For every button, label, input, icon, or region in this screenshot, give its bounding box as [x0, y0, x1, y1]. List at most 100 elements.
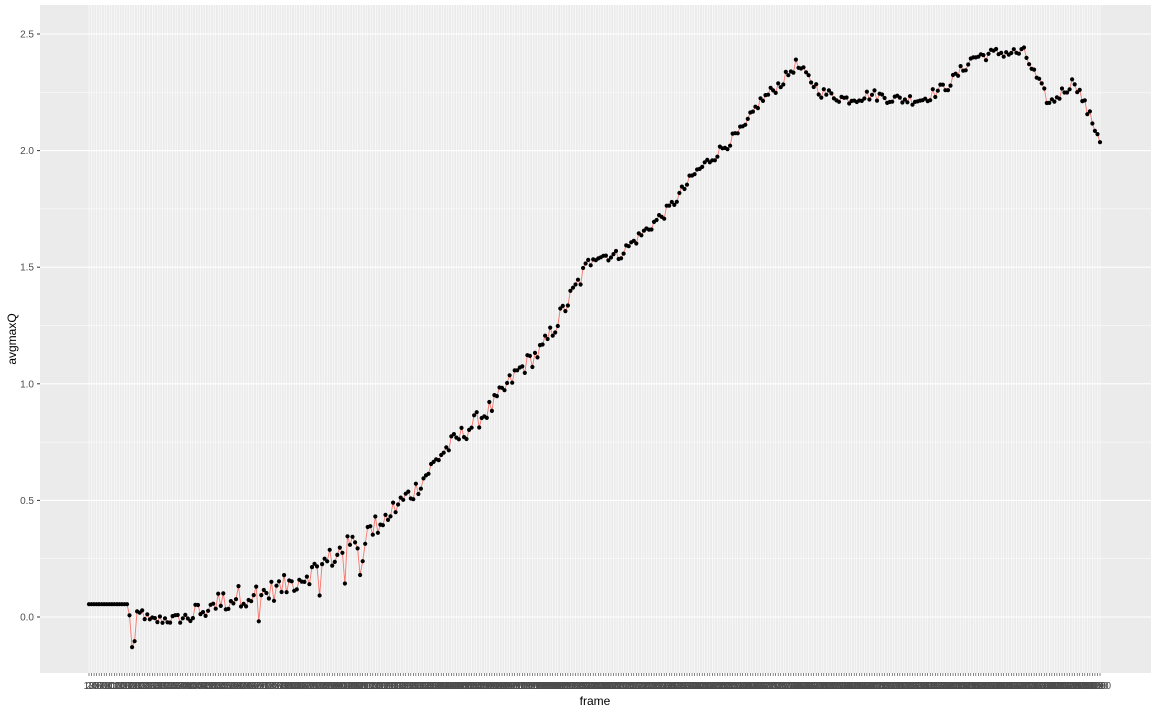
x-tick-label: 1920: [562, 681, 585, 692]
x-tick-label: 3280: [906, 681, 929, 692]
data-point: [867, 97, 872, 102]
x-tick-label: 2190: [630, 681, 653, 692]
data-point: [781, 82, 786, 87]
data-point: [380, 523, 385, 528]
data-point: [145, 612, 150, 617]
data-point: [216, 591, 221, 596]
data-point: [940, 82, 946, 87]
x-tick-label: 2590: [732, 681, 755, 692]
x-tick-label: 2730: [767, 681, 790, 692]
x-tick-label: 2370: [676, 681, 699, 692]
x-tick-label: 1170: [372, 681, 394, 692]
x-tick-label: 880: [301, 681, 318, 692]
data-point: [200, 610, 206, 615]
data-point: [613, 248, 619, 254]
x-tick-label: 1870: [549, 681, 572, 692]
data-point: [502, 388, 507, 393]
data-point: [190, 616, 195, 621]
data-point: [203, 613, 208, 619]
x-tick-label: 890: [304, 681, 321, 692]
x-tick-label: 2760: [775, 681, 798, 692]
x-axis-ticks: 1020304050607080901001101201301401501601…: [83, 673, 1112, 692]
data-point: [907, 94, 913, 99]
data-point: [986, 51, 991, 56]
data-point: [700, 164, 705, 169]
y-tick-label: 2.5: [20, 30, 34, 41]
x-tick-label: 3500: [962, 681, 985, 692]
x-tick-label: 2990: [833, 681, 856, 692]
x-tick-label: 1290: [402, 681, 425, 692]
x-tick-label: 1380: [425, 681, 448, 692]
x-tick-label: 1640: [491, 681, 514, 692]
x-tick-label: 20: [86, 681, 98, 692]
data-point: [563, 309, 568, 314]
data-point: [743, 122, 748, 127]
x-tick-label: 3340: [922, 681, 945, 692]
x-tick-label: 280: [149, 681, 166, 692]
x-tick-label: 1990: [580, 681, 603, 692]
data-point: [180, 616, 185, 621]
data-point: [527, 353, 533, 358]
x-tick-label: 2250: [645, 681, 668, 692]
data-point: [621, 251, 626, 256]
x-tick-label: 2290: [656, 681, 679, 692]
y-tick-label: 2.0: [20, 146, 34, 157]
x-tick-label: 3730: [1020, 681, 1043, 692]
data-point: [391, 500, 396, 505]
data-point: [396, 502, 401, 507]
data-point: [945, 88, 951, 93]
x-tick-label: 960: [321, 681, 338, 692]
data-point: [684, 182, 690, 187]
data-point: [928, 98, 933, 103]
data-point: [484, 415, 489, 420]
data-point: [874, 98, 880, 103]
x-tick-label: 1930: [564, 681, 587, 692]
x-tick-label: 2440: [694, 681, 717, 692]
x-tick-label: 1610: [483, 681, 506, 692]
x-tick-label: 1480: [450, 681, 473, 692]
x-tick-label: 610: [233, 681, 250, 692]
data-point: [411, 497, 416, 502]
data-point: [416, 491, 421, 497]
x-tick-label: 1010: [331, 681, 354, 692]
data-point: [540, 342, 545, 347]
x-tick-label: 1670: [498, 681, 521, 692]
data-point: [778, 85, 783, 90]
data-point: [1021, 45, 1027, 50]
x-tick-label: 3390: [934, 681, 957, 692]
x-tick-label: 2900: [810, 681, 833, 692]
x-tick-label: 2110: [610, 681, 632, 692]
data-point: [1059, 86, 1065, 91]
x-tick-label: 3360: [927, 681, 950, 692]
data-point: [639, 233, 644, 238]
data-point: [862, 96, 867, 101]
x-tick-label: 3220: [891, 681, 914, 692]
x-tick-label: 1650: [493, 681, 516, 692]
data-point: [520, 364, 525, 369]
x-tick-label: 340: [164, 681, 181, 692]
x-tick-label-first: 10: [83, 681, 95, 692]
x-tick-label: 2940: [820, 681, 843, 692]
x-tick-label: 1070: [346, 681, 369, 692]
data-point: [269, 579, 274, 584]
data-point: [1057, 96, 1062, 101]
x-tick-label: 900: [306, 681, 323, 692]
x-tick-label: 1310: [407, 681, 430, 692]
x-tick-label: 2640: [744, 681, 767, 692]
data-point: [175, 612, 180, 618]
data-point: [451, 432, 456, 437]
x-tick-label: 150: [116, 681, 133, 692]
data-point: [152, 616, 157, 621]
x-tick-label: 370: [172, 681, 189, 692]
data-point: [355, 546, 360, 551]
x-tick-label: 470: [197, 681, 214, 692]
x-tick-label: 3610: [990, 681, 1013, 692]
data-point: [631, 238, 636, 243]
data-point: [274, 583, 279, 588]
x-tick-label: 1220: [384, 681, 407, 692]
x-tick-label: 2970: [828, 681, 851, 692]
data-point: [983, 58, 989, 63]
x-tick-label: 2330: [666, 681, 689, 692]
x-tick-label: 800: [281, 681, 298, 692]
data-point: [1052, 99, 1057, 104]
